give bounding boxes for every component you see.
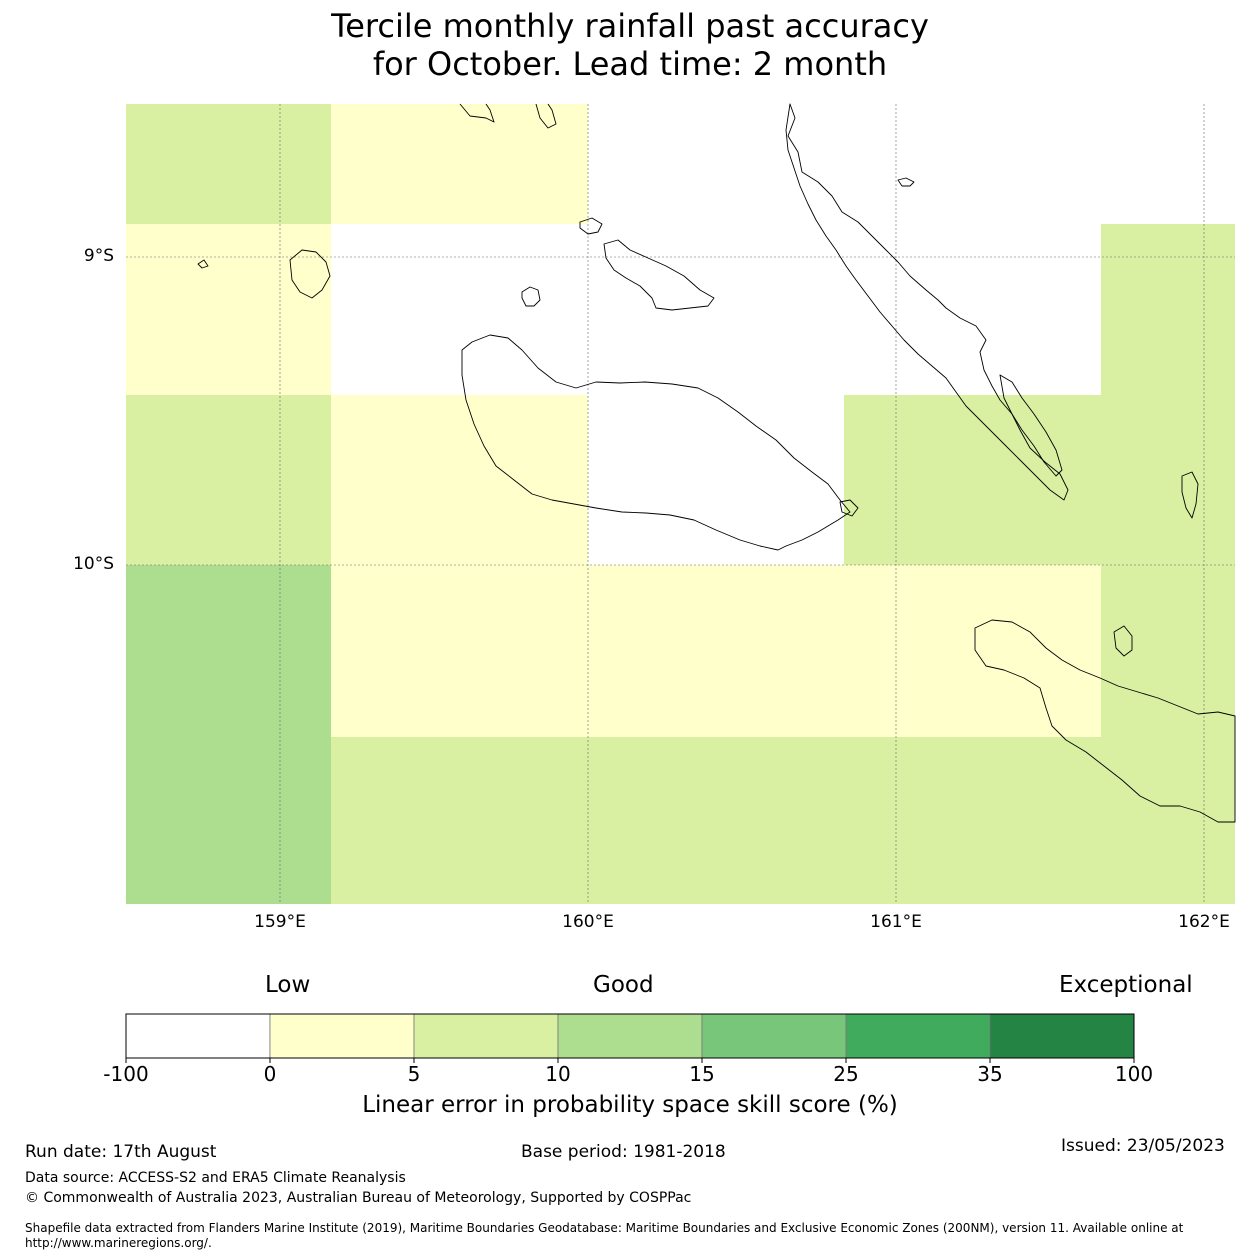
- colorbar-segment-4: [701, 1013, 847, 1059]
- colorbar-tick-label-1: 0: [263, 1062, 277, 1086]
- colorbar-segment-2: [413, 1013, 559, 1059]
- grid-cell-r1-c2: [588, 224, 844, 395]
- colorbar-tick-label-2: 5: [407, 1062, 421, 1086]
- colorbar-outline: [125, 1013, 1135, 1059]
- copyright: © Commonwealth of Australia 2023, Austra…: [25, 1190, 692, 1206]
- grid-cell-r3-c3: [844, 565, 1101, 737]
- grid-cell-r2-c1: [331, 395, 588, 565]
- coastline-nw-islets: [459, 103, 495, 123]
- coastline-islet-west: [197, 259, 209, 269]
- colorbar-tick-label-6: 35: [977, 1062, 1003, 1086]
- coastline-islet-east: [1181, 471, 1199, 519]
- grid-cell-r0-c3: [844, 104, 1101, 224]
- grid-cell-r0-c0: [126, 104, 331, 224]
- colorbar-label: Linear error in probability space skill …: [362, 1092, 898, 1118]
- grid-cell-r4-c2: [588, 737, 844, 904]
- lon-label-161e: 161°E: [870, 912, 922, 932]
- lon-label-160e: 160°E: [562, 912, 614, 932]
- coastline-islet-ne: [897, 177, 915, 187]
- grid-cell-r3-c0: [126, 565, 331, 737]
- chart-title-line1: Tercile monthly rainfall past accuracy: [331, 7, 929, 45]
- grid-cell-r3-c4: [1101, 565, 1235, 737]
- colorbar-tick-label-0: -100: [103, 1062, 149, 1086]
- colorbar-segment-1: [269, 1013, 415, 1059]
- grid-cell-r2-c4: [1101, 395, 1235, 565]
- issued-date: Issued: 23/05/2023: [1061, 1136, 1225, 1156]
- colorbar-segment-3: [557, 1013, 703, 1059]
- colorbar-tick-label-3: 10: [545, 1062, 571, 1086]
- coastlines: [197, 103, 1236, 823]
- lon-label-162e: 162°E: [1178, 912, 1230, 932]
- colorbar: [125, 1013, 1135, 1063]
- coastline-russell-islands: [289, 249, 331, 299]
- colorbar-segment-6: [989, 1013, 1135, 1059]
- data-source: Data source: ACCESS-S2 and ERA5 Climate …: [25, 1170, 406, 1186]
- skill-grid: [126, 104, 1235, 904]
- colorbar-category-exceptional: Exceptional: [1059, 972, 1193, 998]
- colorbar-tick-label-4: 15: [689, 1062, 715, 1086]
- colorbar-category-low: Low: [265, 972, 311, 998]
- coastline-nw-islet-2: [535, 103, 557, 129]
- grid-cell-r2-c0: [126, 395, 331, 565]
- grid-cell-r0-c1: [331, 104, 588, 224]
- grid-cell-r1-c3: [844, 224, 1101, 395]
- grid-cell-r4-c3: [844, 737, 1101, 904]
- colorbar-tick-label-5: 25: [833, 1062, 859, 1086]
- coastline-small-malaita: [999, 374, 1063, 477]
- coastline-malaita: [785, 103, 1069, 501]
- grid-cell-r2-c2: [588, 395, 844, 565]
- coastline-guadalcanal: [461, 334, 851, 551]
- coastline-makira: [974, 619, 1236, 823]
- grid-cell-r4-c0: [126, 737, 331, 904]
- shapefile-credit: Shapefile data extracted from Flanders M…: [25, 1221, 1184, 1250]
- coastline-islet-ulawa: [1113, 625, 1133, 657]
- grid-cell-r0-c2: [588, 104, 844, 224]
- lat-label-9s: 9°S: [83, 246, 114, 266]
- lat-label-10s: 10°S: [73, 554, 114, 574]
- colorbar-segment-0: [125, 1013, 271, 1059]
- grid-cell-r2-c3: [844, 395, 1101, 565]
- grid-cell-r1-c4: [1101, 224, 1235, 395]
- grid-cell-r1-c1: [331, 224, 588, 395]
- colorbar-tick-label-7: 100: [1114, 1062, 1154, 1086]
- run-date: Run date: 17th August: [25, 1142, 217, 1162]
- chart-title-line2: for October. Lead time: 2 month: [372, 45, 888, 83]
- colorbar-category-good: Good: [593, 972, 654, 998]
- coastline-savo-island: [521, 286, 541, 307]
- grid-cell-r0-c4: [1101, 104, 1235, 224]
- lon-label-159e: 159°E: [254, 912, 306, 932]
- coastline-nggela-islands: [603, 239, 715, 311]
- coastline-florida-north: [579, 217, 603, 235]
- grid-cell-r3-c1: [331, 565, 588, 737]
- grid-cell-r4-c1: [331, 737, 588, 904]
- grid-cell-r1-c0: [126, 224, 331, 395]
- grid-cell-r3-c2: [588, 565, 844, 737]
- colorbar-segment-5: [845, 1013, 991, 1059]
- graticule: [126, 104, 1235, 904]
- grid-cell-r4-c4: [1101, 737, 1235, 904]
- base-period: Base period: 1981-2018: [521, 1142, 726, 1162]
- coastline-islet-ngella-se: [839, 499, 859, 517]
